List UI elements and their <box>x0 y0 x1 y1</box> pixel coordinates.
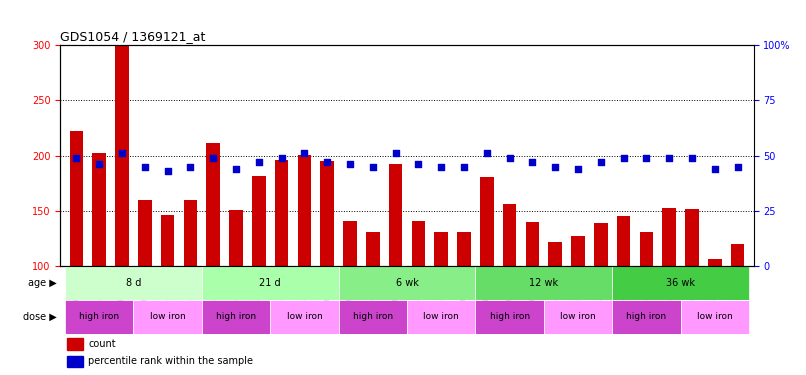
Point <box>731 164 744 170</box>
Point <box>526 159 539 165</box>
Bar <box>640 232 654 266</box>
Point <box>708 166 721 172</box>
Point <box>549 164 562 170</box>
Text: 8 d: 8 d <box>126 278 141 288</box>
Text: 36 wk: 36 wk <box>666 278 695 288</box>
Bar <box>613 266 749 300</box>
Bar <box>297 154 311 266</box>
Point <box>343 162 356 168</box>
Bar <box>275 160 289 266</box>
Text: low iron: low iron <box>150 312 185 321</box>
Bar <box>526 222 539 266</box>
Text: high iron: high iron <box>216 312 256 321</box>
Bar <box>184 200 197 266</box>
Bar <box>93 153 106 266</box>
Text: low iron: low iron <box>560 312 596 321</box>
Bar <box>229 210 243 266</box>
Bar <box>476 300 544 334</box>
Text: high iron: high iron <box>79 312 119 321</box>
Text: low iron: low iron <box>697 312 733 321</box>
Text: high iron: high iron <box>626 312 667 321</box>
Bar <box>571 236 585 266</box>
Text: 6 wk: 6 wk <box>396 278 418 288</box>
Text: low iron: low iron <box>423 312 459 321</box>
Bar <box>663 208 676 266</box>
Bar <box>617 216 630 266</box>
Bar <box>388 165 402 266</box>
Bar <box>731 244 745 266</box>
Bar <box>65 300 134 334</box>
Bar <box>115 46 129 266</box>
Bar <box>65 266 202 300</box>
Point <box>275 155 288 161</box>
Point <box>161 168 174 174</box>
Bar <box>685 209 699 266</box>
Point <box>298 150 311 156</box>
Point <box>230 166 243 172</box>
Text: GDS1054 / 1369121_at: GDS1054 / 1369121_at <box>60 30 206 43</box>
Point <box>594 159 607 165</box>
Text: dose ▶: dose ▶ <box>23 312 56 322</box>
Bar <box>708 258 721 266</box>
Bar <box>407 300 476 334</box>
Bar <box>366 232 380 266</box>
Bar <box>270 300 339 334</box>
Point <box>115 150 128 156</box>
Bar <box>138 200 152 266</box>
Text: count: count <box>88 339 116 349</box>
Point <box>640 155 653 161</box>
Bar <box>160 215 174 266</box>
Bar <box>476 266 613 300</box>
Bar <box>134 300 202 334</box>
Bar <box>503 204 517 266</box>
Point <box>434 164 447 170</box>
Bar <box>412 221 426 266</box>
Bar <box>343 221 357 266</box>
Point <box>207 155 220 161</box>
Bar <box>680 300 749 334</box>
Bar <box>457 232 471 266</box>
Bar <box>480 177 493 266</box>
Point <box>70 155 83 161</box>
Bar <box>613 300 680 334</box>
Bar <box>434 232 448 266</box>
Point <box>389 150 402 156</box>
Text: percentile rank within the sample: percentile rank within the sample <box>88 356 253 366</box>
Bar <box>339 300 407 334</box>
Bar <box>252 176 266 266</box>
Bar <box>594 223 608 266</box>
Point <box>139 164 152 170</box>
Text: age ▶: age ▶ <box>27 278 56 288</box>
Text: 21 d: 21 d <box>260 278 281 288</box>
Point <box>617 155 630 161</box>
Point <box>686 155 699 161</box>
Bar <box>202 266 339 300</box>
Bar <box>68 356 83 367</box>
Text: high iron: high iron <box>489 312 530 321</box>
Bar <box>320 161 334 266</box>
Point <box>571 166 584 172</box>
Bar <box>69 131 83 266</box>
Text: 12 wk: 12 wk <box>530 278 559 288</box>
Bar <box>548 242 562 266</box>
Bar <box>544 300 613 334</box>
Point <box>503 155 516 161</box>
Bar <box>68 338 83 350</box>
Point <box>367 164 380 170</box>
Point <box>252 159 265 165</box>
Text: low iron: low iron <box>287 312 322 321</box>
Point <box>458 164 471 170</box>
Point <box>663 155 675 161</box>
Point <box>480 150 493 156</box>
Bar <box>202 300 270 334</box>
Point <box>321 159 334 165</box>
Point <box>184 164 197 170</box>
Bar <box>206 144 220 266</box>
Text: high iron: high iron <box>353 312 393 321</box>
Point <box>412 162 425 168</box>
Bar <box>339 266 476 300</box>
Point <box>93 162 106 168</box>
